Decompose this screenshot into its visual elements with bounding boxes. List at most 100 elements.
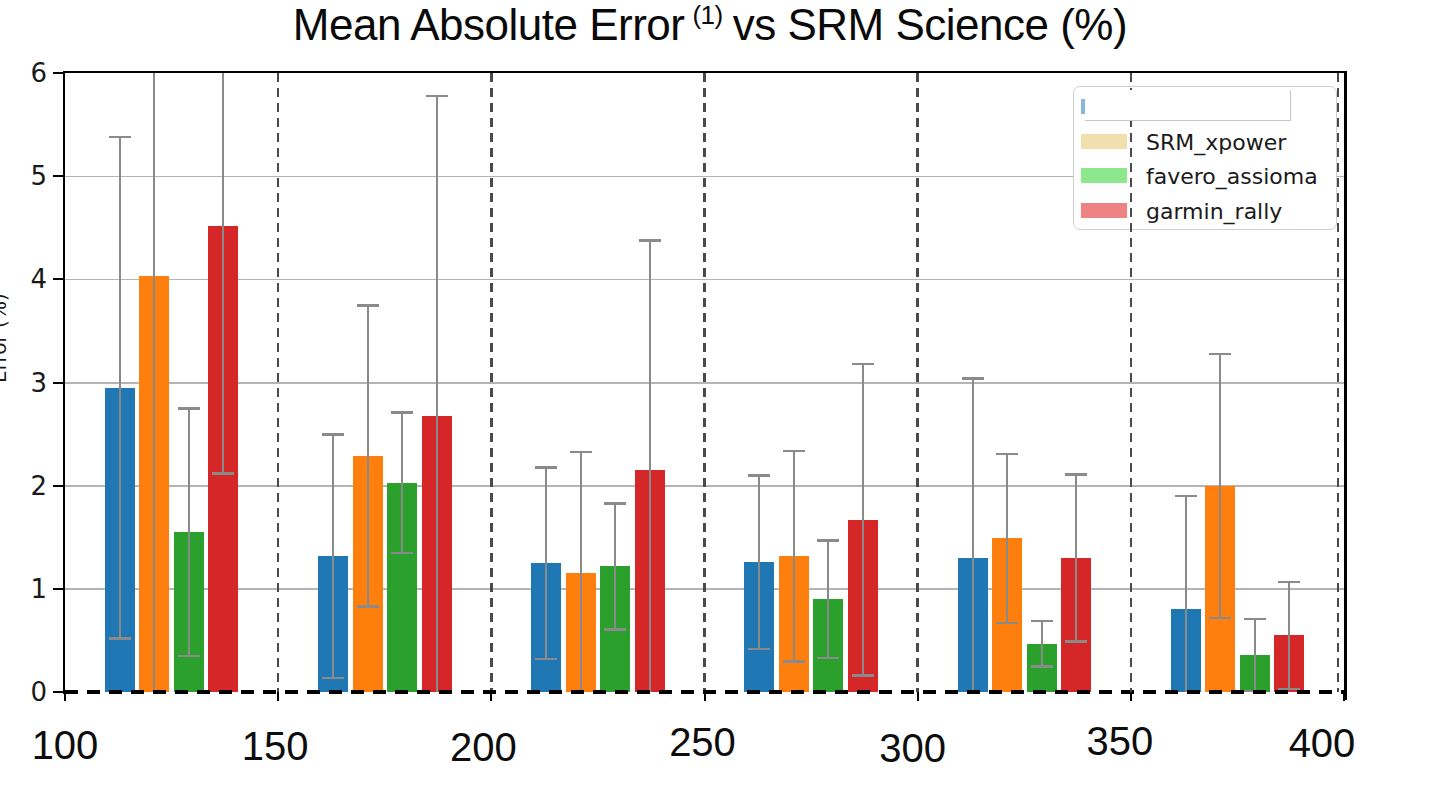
- error-bar-line: [827, 540, 829, 658]
- x-tick-mark: [704, 692, 706, 701]
- error-bar-line: [153, 73, 155, 692]
- chart-title-superscript: (1): [692, 0, 722, 30]
- error-bar-line: [1288, 582, 1290, 689]
- error-bar-line: [1006, 454, 1008, 623]
- x-tick-label: 300: [853, 728, 973, 768]
- error-bar-cap-top: [962, 377, 984, 380]
- y-tick-mark: [53, 485, 63, 487]
- error-bar-cap-top: [535, 466, 557, 469]
- legend-label: favero_assioma: [1146, 164, 1318, 189]
- error-bar-cap-top: [1278, 581, 1300, 584]
- error-bar-line: [614, 503, 616, 629]
- y-tick-mark: [53, 72, 63, 74]
- error-bar-cap-top: [178, 407, 200, 410]
- error-bar-cap-top: [748, 474, 770, 477]
- error-bar-line: [972, 378, 974, 692]
- legend-entry: SRM_xpower: [1074, 134, 1336, 158]
- legend-swatch: [1081, 134, 1127, 149]
- error-bar-cap-top: [639, 239, 661, 242]
- y-tick-label: 1: [7, 576, 47, 602]
- vertical-dashed-gridline: [1130, 73, 1133, 692]
- y-tick-label: 4: [7, 266, 47, 292]
- error-bar-line: [119, 137, 121, 638]
- error-bar-line: [862, 364, 864, 676]
- error-bar-cap-top: [996, 453, 1018, 456]
- error-bar-cap-top: [1244, 618, 1266, 621]
- error-bar-cap-top: [357, 304, 379, 307]
- figure: Mean Absolute Error(1) vs SRM Science (%)…: [0, 0, 1432, 786]
- error-bar-cap-top: [109, 136, 131, 139]
- x-tick-mark: [1130, 692, 1132, 701]
- error-bar-line: [1075, 474, 1077, 641]
- x-tick-mark: [1343, 692, 1345, 701]
- y-tick-label: 3: [7, 370, 47, 396]
- chart-title-tail: vs SRM Science (%): [733, 0, 1127, 49]
- vertical-dashed-gridline: [1337, 73, 1340, 692]
- error-bar-cap-top: [322, 433, 344, 436]
- error-bar-line: [1185, 496, 1187, 692]
- error-bar-cap-bottom: [604, 628, 626, 631]
- error-bar-cap-bottom: [852, 674, 874, 677]
- error-bar-cap-bottom: [1209, 617, 1231, 620]
- legend-label: SRM_xpower: [1146, 130, 1286, 155]
- error-bar-cap-top: [783, 450, 805, 453]
- y-axis-spine: [63, 73, 66, 694]
- x-tick-label: 250: [643, 722, 763, 762]
- vertical-dashed-gridline: [916, 73, 919, 692]
- x-tick-mark: [64, 692, 66, 701]
- error-bar-cap-bottom: [535, 658, 557, 661]
- error-bar-line: [401, 412, 403, 552]
- legend-entry: garmin_rally: [1074, 203, 1336, 227]
- error-bar-line: [1041, 621, 1043, 666]
- error-bar-cap-top: [1175, 495, 1197, 498]
- error-bar-cap-bottom: [817, 657, 839, 660]
- legend-label: garmin_rally: [1146, 199, 1282, 224]
- error-bar-cap-bottom: [178, 655, 200, 658]
- chart-title: Mean Absolute Error(1) vs SRM Science (%): [0, 0, 1420, 50]
- error-bar-cap-top: [1209, 353, 1231, 356]
- x-tick-mark: [277, 692, 279, 701]
- error-bar-cap-bottom: [1031, 665, 1053, 668]
- y-tick-mark: [53, 382, 63, 384]
- error-bar-cap-bottom: [109, 637, 131, 640]
- error-bar-cap-top: [604, 502, 626, 505]
- error-bar-cap-bottom: [357, 605, 379, 608]
- error-bar-line: [580, 452, 582, 692]
- x-tick-mark: [917, 692, 919, 701]
- y-tick-label: 0: [7, 679, 47, 705]
- legend-swatch: [1081, 203, 1127, 218]
- y-tick-mark: [53, 588, 63, 590]
- error-bar-line: [222, 73, 224, 473]
- error-bar-cap-bottom: [391, 552, 413, 555]
- error-bar-line: [1254, 619, 1256, 691]
- error-bar-line: [545, 467, 547, 659]
- error-bar-cap-bottom: [322, 677, 344, 680]
- error-bar-cap-bottom: [783, 660, 805, 663]
- error-bar-cap-top: [1031, 620, 1053, 623]
- error-bar-line: [758, 475, 760, 648]
- y-tick-mark: [53, 278, 63, 280]
- error-bar-cap-top: [391, 411, 413, 414]
- legend-entry: favero_assioma: [1074, 168, 1336, 192]
- error-bar-cap-top: [426, 95, 448, 98]
- y-tick-label: 2: [7, 473, 47, 499]
- y-tick-mark: [53, 691, 63, 693]
- error-bar-cap-bottom: [996, 622, 1018, 625]
- x-tick-label: 350: [1060, 721, 1180, 761]
- vertical-dashed-gridline: [277, 73, 280, 692]
- error-bar-cap-top: [817, 539, 839, 542]
- legend-swatch: [1081, 168, 1127, 183]
- error-bar-line: [649, 240, 651, 692]
- x-tick-label: 150: [215, 726, 335, 766]
- redaction-overlay: [1085, 90, 1291, 121]
- error-bar-cap-top: [852, 363, 874, 366]
- error-bar-cap-bottom: [748, 648, 770, 651]
- y-tick-mark: [53, 175, 63, 177]
- vertical-dashed-gridline: [703, 73, 706, 692]
- y-tick-label: 6: [7, 60, 47, 86]
- chart-title-main: Mean Absolute Error: [293, 0, 685, 49]
- error-bar-line: [367, 305, 369, 606]
- x-tick-label: 200: [423, 727, 543, 767]
- right-spine: [1344, 73, 1347, 700]
- error-bar-cap-bottom: [1065, 640, 1087, 643]
